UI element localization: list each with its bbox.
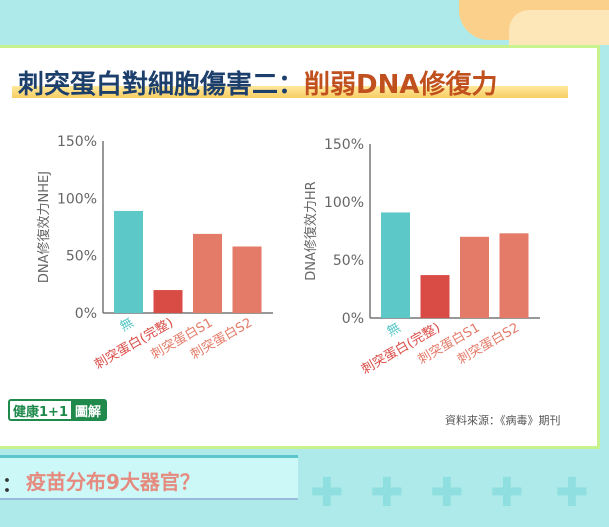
- plus-decoration: ✚: [555, 470, 589, 516]
- y-axis-label: DNA修復效力NHEJ: [36, 171, 52, 283]
- bar: [114, 210, 143, 313]
- bar: [420, 275, 450, 318]
- logo-text: 健康1+1: [13, 404, 68, 420]
- y-tick-label: 50%: [333, 253, 364, 269]
- plus-decoration: ✚: [430, 470, 464, 516]
- y-tick-label: 150%: [57, 134, 97, 150]
- top-decoration-2: [509, 10, 609, 45]
- title-main: 刺突蛋白對細胞傷害二：: [18, 70, 305, 100]
- title-underline: [12, 86, 568, 98]
- x-tick-label: 無: [385, 320, 404, 339]
- title-highlight: 削弱DNA修復力: [304, 70, 498, 100]
- banner-marker: ：: [2, 472, 22, 496]
- plus-decoration: ✚: [490, 470, 524, 516]
- y-tick-label: 100%: [324, 195, 364, 211]
- y-tick-label: 0%: [342, 311, 364, 327]
- x-tick-label: 無: [118, 315, 137, 334]
- bar: [193, 233, 222, 313]
- logo: 健康1+1 圖解: [8, 399, 107, 421]
- y-tick-label: 0%: [75, 306, 97, 322]
- source-note: 資料來源：《病毒》期刊: [445, 414, 561, 427]
- plus-decoration: ✚: [310, 470, 344, 516]
- logo-badge: 圖解: [70, 401, 105, 420]
- bar: [381, 212, 410, 318]
- y-tick-label: 100%: [57, 191, 97, 207]
- y-axis-label: DNA修復效力HR: [303, 181, 319, 280]
- bar: [153, 290, 183, 313]
- bar: [460, 236, 489, 318]
- bar: [232, 246, 262, 313]
- plus-decoration: ✚: [370, 470, 404, 516]
- page-title: 刺突蛋白對細胞傷害二：削弱DNA修復力: [18, 64, 497, 101]
- banner-text: 疫苗分布9大器官？: [26, 470, 200, 494]
- bar-charts: 0%50%100%150%DNA修復效力NHEJ無刺突蛋白(完整)刺突蛋白S1刺…: [36, 134, 540, 378]
- y-tick-label: 50%: [66, 249, 97, 265]
- bar: [499, 233, 529, 318]
- y-tick-label: 150%: [324, 137, 364, 153]
- next-topic-banner[interactable]: ：疫苗分布9大器官？: [0, 455, 298, 500]
